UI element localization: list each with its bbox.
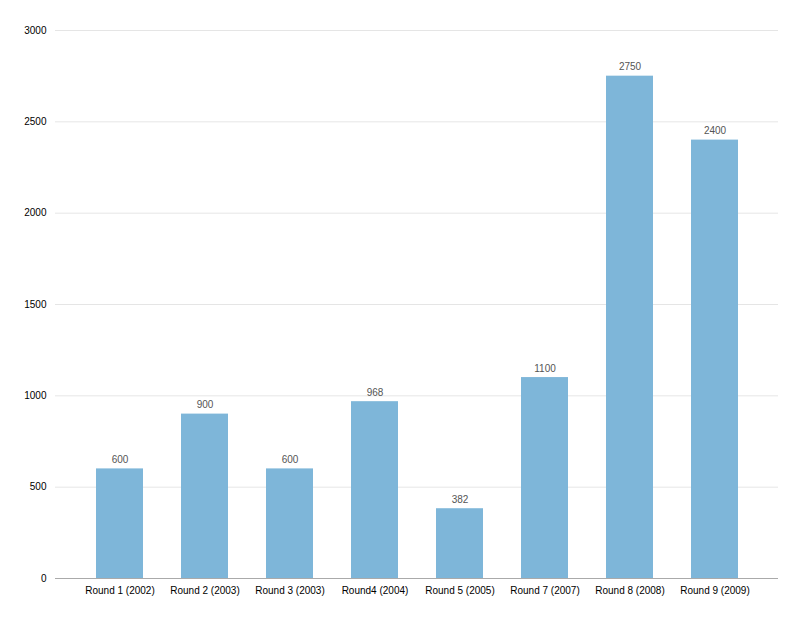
svg-text:Round 1 (2002): Round 1 (2002) bbox=[85, 585, 155, 596]
svg-text:600: 600 bbox=[282, 454, 299, 465]
svg-text:900: 900 bbox=[197, 399, 214, 410]
svg-text:2400: 2400 bbox=[704, 125, 727, 136]
svg-text:500: 500 bbox=[30, 481, 47, 492]
svg-text:3000: 3000 bbox=[24, 25, 47, 36]
svg-text:Round 9 (2009): Round 9 (2009) bbox=[680, 585, 750, 596]
svg-text:968: 968 bbox=[367, 387, 384, 398]
svg-text:382: 382 bbox=[452, 494, 469, 505]
svg-text:600: 600 bbox=[112, 454, 129, 465]
svg-text:Round4 (2004): Round4 (2004) bbox=[342, 585, 409, 596]
svg-text:Round 5 (2005): Round 5 (2005) bbox=[425, 585, 495, 596]
svg-text:1500: 1500 bbox=[24, 299, 47, 310]
svg-text:2000: 2000 bbox=[24, 207, 47, 218]
svg-text:0: 0 bbox=[41, 573, 47, 584]
svg-text:1100: 1100 bbox=[534, 363, 556, 374]
svg-text:2500: 2500 bbox=[24, 116, 47, 127]
svg-text:Round 2 (2003): Round 2 (2003) bbox=[170, 585, 240, 596]
svg-text:Round 7 (2007): Round 7 (2007) bbox=[510, 585, 580, 596]
svg-text:2750: 2750 bbox=[619, 61, 642, 72]
svg-text:1000: 1000 bbox=[24, 390, 47, 401]
svg-text:Round 8 (2008): Round 8 (2008) bbox=[595, 585, 665, 596]
svg-text:Round 3 (2003): Round 3 (2003) bbox=[255, 585, 325, 596]
